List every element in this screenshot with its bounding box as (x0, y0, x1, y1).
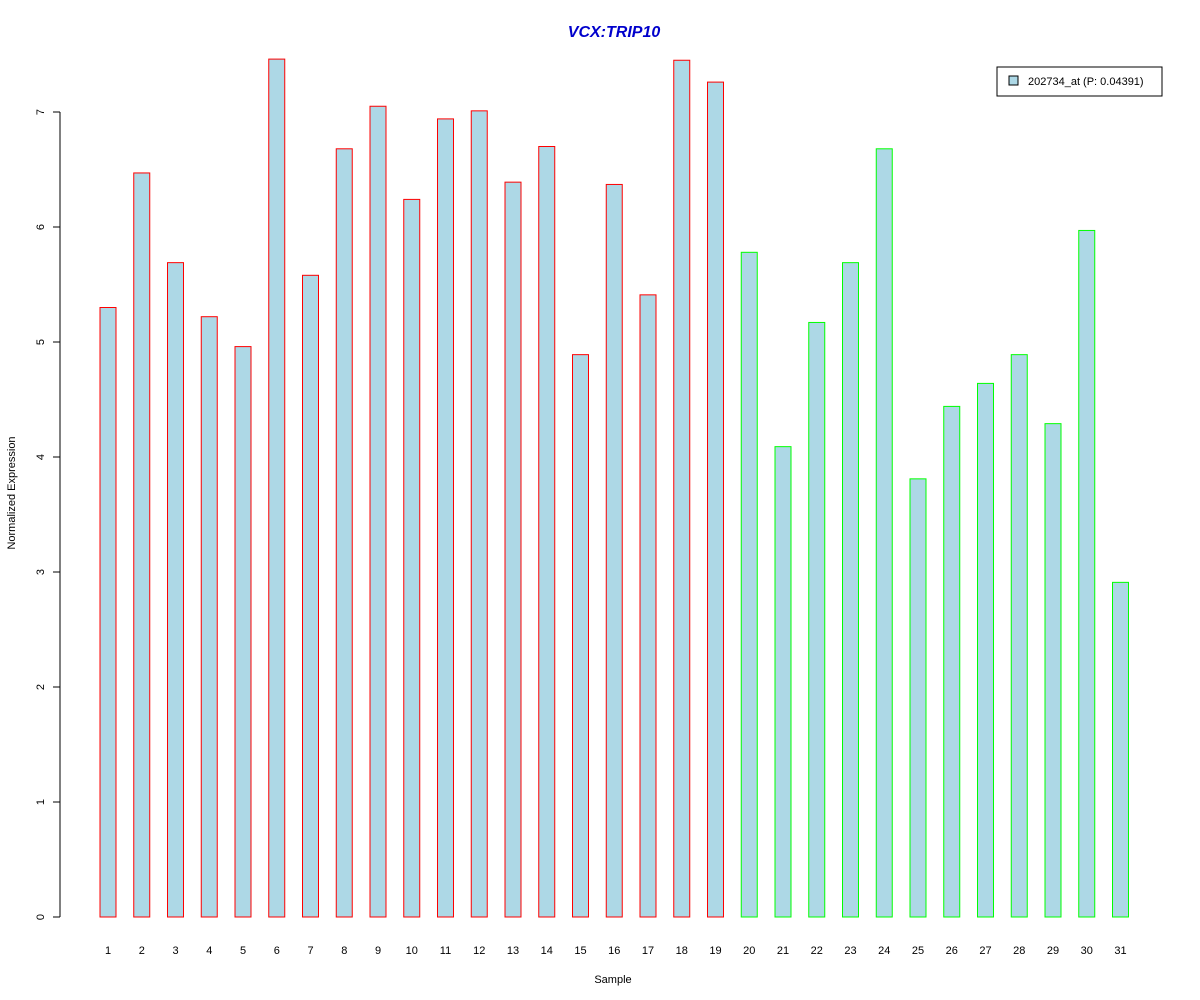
x-tick-label: 11 (440, 945, 451, 957)
chart-title: VCX:TRIP10 (568, 24, 661, 41)
x-tick-label: 4 (206, 945, 212, 957)
y-axis: 0 1 2 3 4 5 6 7 (35, 109, 61, 920)
x-tick-label: 14 (541, 945, 553, 957)
legend-box (996, 66, 1163, 97)
x-tick-label: 31 (1114, 945, 1126, 957)
bar-sample-9 (369, 105, 387, 918)
bar-sample-23 (842, 262, 859, 918)
bar-sample-24 (875, 148, 893, 918)
x-tick-label: 28 (1013, 945, 1025, 957)
x-tick-label: 29 (1047, 945, 1059, 957)
bar-sample-26 (943, 405, 961, 918)
y-tick-label: 5 (35, 339, 47, 345)
y-tick-label: 6 (35, 224, 47, 230)
bar-sample-27 (977, 382, 994, 918)
bar-sample-28 (1010, 354, 1028, 918)
x-tick-label: 17 (642, 945, 654, 957)
bar-sample-22 (808, 321, 826, 918)
legend-swatch (1008, 75, 1019, 86)
x-tick-label: 26 (946, 945, 958, 957)
bar-sample-31 (1112, 581, 1129, 918)
x-tick-label: 23 (844, 945, 856, 957)
bar-sample-6 (268, 58, 286, 918)
x-tick-label: 21 (777, 945, 789, 957)
bars (99, 58, 1129, 918)
y-tick-label: 0 (35, 914, 47, 920)
y-axis-label: Normalized Expression (6, 436, 18, 549)
x-tick-label: 20 (743, 945, 755, 957)
bar-sample-14 (538, 146, 556, 918)
x-tick-label: 25 (912, 945, 924, 957)
bar-sample-17 (639, 294, 657, 918)
bar-sample-18 (673, 59, 691, 918)
x-tick-label: 8 (341, 945, 347, 957)
x-tick-label: 24 (878, 945, 890, 957)
x-tick-label: 18 (676, 945, 688, 957)
x-tick-label: 19 (709, 945, 721, 957)
y-tick-label: 2 (35, 684, 47, 690)
x-tick-label: 10 (406, 945, 418, 957)
y-tick-label: 4 (35, 454, 47, 460)
bar-sample-10 (403, 198, 421, 918)
x-tick-label: 2 (139, 945, 145, 957)
y-tick-label: 3 (35, 569, 47, 575)
x-tick-label: 9 (375, 945, 381, 957)
y-tick-label: 7 (35, 109, 47, 115)
bar-sample-20 (740, 251, 758, 918)
bar-sample-5 (234, 346, 252, 918)
x-tick-label: 15 (574, 945, 586, 957)
x-tick-label: 7 (307, 945, 313, 957)
y-tick-label: 1 (35, 799, 47, 805)
bar-sample-4 (200, 316, 218, 918)
bar-sample-1 (99, 307, 117, 918)
bar-sample-8 (335, 148, 353, 918)
x-tick-label: 3 (172, 945, 178, 957)
x-tick-label: 5 (240, 945, 246, 957)
x-tick-label: 16 (608, 945, 620, 957)
x-tick-label: 13 (507, 945, 519, 957)
legend-label: 202734_at (P: 0.04391) (1028, 76, 1144, 88)
bar-sample-21 (774, 446, 792, 918)
x-tick-label: 1 (105, 945, 111, 957)
bar-sample-19 (707, 81, 724, 918)
bar-sample-12 (470, 110, 488, 918)
bar-sample-15 (572, 354, 589, 918)
bar-sample-2 (133, 172, 151, 918)
bar-sample-29 (1044, 423, 1062, 918)
x-tick-labels: 1 2 3 4 5 6 7 8 9 10 11 12 13 14 15 16 17 18 19 20 21 22 23 24 2… (105, 945, 1127, 957)
bar-sample-13 (504, 181, 522, 918)
bar-sample-11 (437, 118, 454, 918)
bar-sample-16 (605, 183, 623, 918)
x-tick-label: 30 (1081, 945, 1093, 957)
x-tick-label: 12 (473, 945, 485, 957)
x-tick-label: 27 (979, 945, 991, 957)
legend: 202734_at (P: 0.04391) (996, 66, 1163, 97)
bar-sample-25 (909, 478, 927, 918)
x-tick-label: 6 (274, 945, 280, 957)
x-tick-label: 22 (811, 945, 823, 957)
x-axis-label: Sample (594, 974, 631, 986)
bar-sample-7 (302, 274, 319, 918)
bar-sample-30 (1078, 229, 1096, 918)
bar-sample-3 (167, 262, 184, 918)
